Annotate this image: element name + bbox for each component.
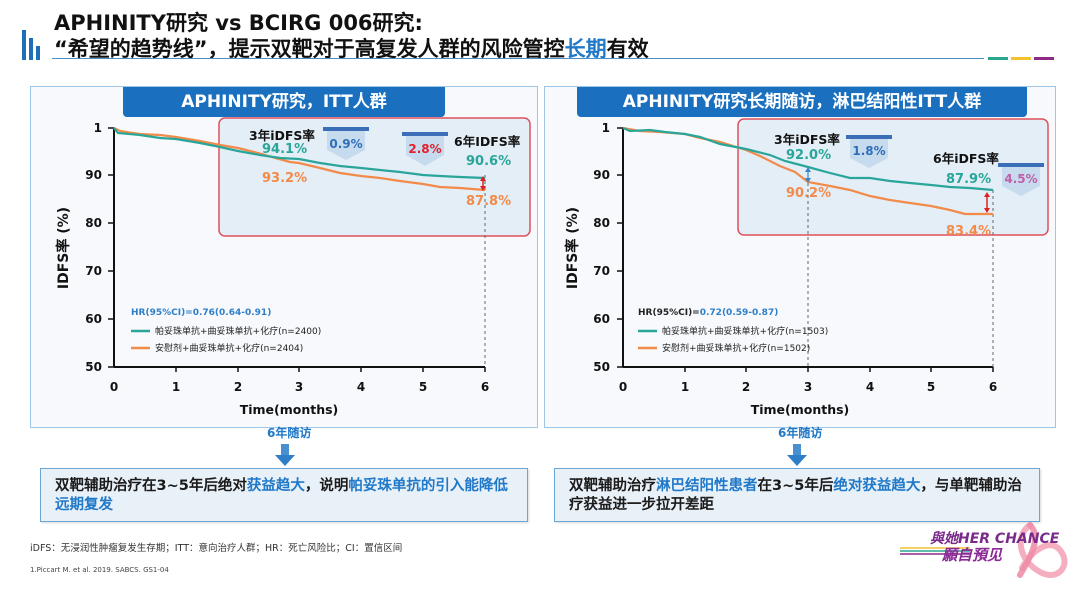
svg-text:2: 2: [742, 380, 750, 394]
svg-text:HR(95%CI)=0.72(0.59-0.87): HR(95%CI)=0.72(0.59-0.87): [638, 308, 778, 318]
summary-text: 在3~5年后: [757, 478, 834, 494]
svg-text:安慰剂+曲妥珠单抗+化疗(n=2404): 安慰剂+曲妥珠单抗+化疗(n=2404): [155, 342, 303, 354]
svg-text:70: 70: [593, 264, 610, 278]
left-summary-box: 双靶辅助治疗在3~5年后绝对获益趋大，说明帕妥珠单抗的引入能降低远期复发: [40, 468, 528, 522]
right-down-arrow-icon: [787, 444, 807, 466]
logo-line2: 願自預见: [942, 546, 1003, 564]
svg-text:90.6%: 90.6%: [466, 154, 511, 169]
svg-text:50: 50: [593, 360, 610, 374]
summary-text: 双靶辅助治疗: [569, 478, 656, 494]
accent-dash-purple: [1034, 57, 1054, 60]
right-ylabel: IDFS率 (%): [564, 207, 581, 289]
svg-text:帕妥珠单抗+曲妥珠单抗+化疗(n=2400): 帕妥珠单抗+曲妥珠单抗+化疗(n=2400): [155, 325, 321, 337]
accent-dash-yellow: [1011, 57, 1031, 60]
summary-highlight: 淋巴结阳性患者: [656, 478, 758, 494]
left-down-arrow-icon: [275, 444, 295, 466]
right-followup-label: 6年随访: [778, 426, 823, 440]
svg-text:5: 5: [419, 380, 427, 394]
svg-text:6年iDFS率: 6年iDFS率: [933, 151, 999, 166]
svg-text:0.9%: 0.9%: [329, 137, 362, 151]
page-title-line1: APHINITY研究 vs BCIRG 006研究:: [54, 11, 423, 35]
abbreviation-footnote: iDFS：无浸润性肿瘤复发生存期；ITT：意向治疗人群；HR：死亡风险比；CI：…: [30, 543, 403, 554]
svg-text:3: 3: [295, 380, 303, 394]
svg-text:60: 60: [593, 312, 610, 326]
svg-text:1.8%: 1.8%: [852, 144, 885, 158]
summary-text: 双靶辅助治疗在3~5年后绝对: [55, 478, 247, 494]
right-panel-header: APHINITY研究长期随访，淋巴结阳性ITT人群: [577, 87, 1027, 117]
right-diff-badge-6y: [998, 163, 1044, 196]
title-highlight: 长期: [564, 37, 607, 61]
svg-text:HR(95%CI)=0.76(0.64-0.91): HR(95%CI)=0.76(0.64-0.91): [131, 308, 271, 318]
title-text: “希望的趋势线”，提示双靶对于高复发人群的风险管控: [54, 37, 565, 61]
svg-text:90: 90: [85, 168, 102, 182]
svg-text:Time(months): Time(months): [240, 402, 339, 417]
svg-text:3年iDFS率: 3年iDFS率: [249, 128, 315, 143]
svg-text:4: 4: [357, 380, 365, 394]
svg-text:1: 1: [172, 380, 180, 394]
svg-text:3年iDFS率: 3年iDFS率: [774, 132, 840, 147]
svg-text:1: 1: [681, 380, 689, 394]
svg-text:87.9%: 87.9%: [946, 172, 991, 187]
pink-ribbon-icon: [900, 522, 1068, 578]
svg-text:3: 3: [804, 380, 812, 394]
title-underline: [52, 58, 984, 59]
svg-text:80: 80: [593, 216, 610, 230]
svg-text:安慰剂+曲妥珠单抗+化疗(n=1502): 安慰剂+曲妥珠单抗+化疗(n=1502): [662, 342, 810, 354]
title-bars-icon: [22, 14, 44, 60]
logo-line1: 與她HER CHANCE: [930, 531, 1060, 547]
left-followup-label: 6年随访: [267, 426, 312, 440]
svg-text:2.8%: 2.8%: [408, 142, 441, 156]
reference-citation: 1.Piccart M. et al. 2019. SABCS. GS1-04: [30, 566, 169, 574]
svg-text:4: 4: [866, 380, 874, 394]
left-panel-header: APHINITY研究，ITT人群: [123, 87, 445, 117]
svg-text:1: 1: [94, 121, 102, 135]
left-diff-badge-6y: [402, 132, 448, 166]
svg-text:70: 70: [85, 264, 102, 278]
summary-highlight: 帕妥珠单抗的引入能降低远期复发: [55, 478, 508, 513]
svg-text:1: 1: [602, 121, 610, 135]
right-highlight-box: [737, 118, 1049, 236]
summary-highlight: 绝对获益趋大: [833, 478, 921, 494]
svg-text:帕妥珠单抗+曲妥珠单抗+化疗(n=1503): 帕妥珠单抗+曲妥珠单抗+化疗(n=1503): [662, 325, 828, 337]
svg-text:93.2%: 93.2%: [262, 171, 307, 186]
svg-text:6年IDFS率: 6年IDFS率: [454, 134, 521, 149]
svg-text:6: 6: [481, 380, 489, 394]
svg-text:0: 0: [110, 380, 118, 394]
svg-text:94.1%: 94.1%: [262, 142, 307, 157]
svg-text:87.8%: 87.8%: [466, 194, 511, 209]
svg-text:90: 90: [593, 168, 610, 182]
left-diff-badge-3y: [323, 127, 369, 160]
svg-text:4.5%: 4.5%: [1004, 172, 1037, 186]
svg-text:80: 80: [85, 216, 102, 230]
summary-text: ，说明: [304, 478, 349, 494]
svg-text:6: 6: [989, 380, 997, 394]
left-ylabel: IDFS率 (%): [55, 207, 72, 289]
svg-text:0: 0: [619, 380, 627, 394]
page-title-line2: “希望的趋势线”，提示双靶对于高复发人群的风险管控长期有效: [54, 33, 649, 63]
title-suffix: 有效: [606, 37, 649, 61]
her-chance-logo: 與她HER CHANCE 願自預见: [900, 520, 1070, 590]
svg-text:Time(months): Time(months): [751, 402, 850, 417]
svg-text:5: 5: [927, 380, 935, 394]
summary-text: ，与单靶辅助治疗获益进一步拉开差距: [569, 478, 1022, 513]
svg-text:2: 2: [234, 380, 242, 394]
svg-text:92.0%: 92.0%: [786, 148, 831, 163]
right-diff-badge-3y: [846, 135, 892, 168]
right-summary-box: 双靶辅助治疗淋巴结阳性患者在3~5年后绝对获益趋大，与单靶辅助治疗获益进一步拉开…: [554, 468, 1040, 522]
svg-text:83.4%: 83.4%: [946, 224, 991, 239]
svg-text:60: 60: [85, 312, 102, 326]
accent-dash-teal: [988, 57, 1008, 60]
svg-text:90.2%: 90.2%: [786, 186, 831, 201]
summary-highlight: 获益趋大: [246, 478, 305, 494]
svg-text:50: 50: [85, 360, 102, 374]
